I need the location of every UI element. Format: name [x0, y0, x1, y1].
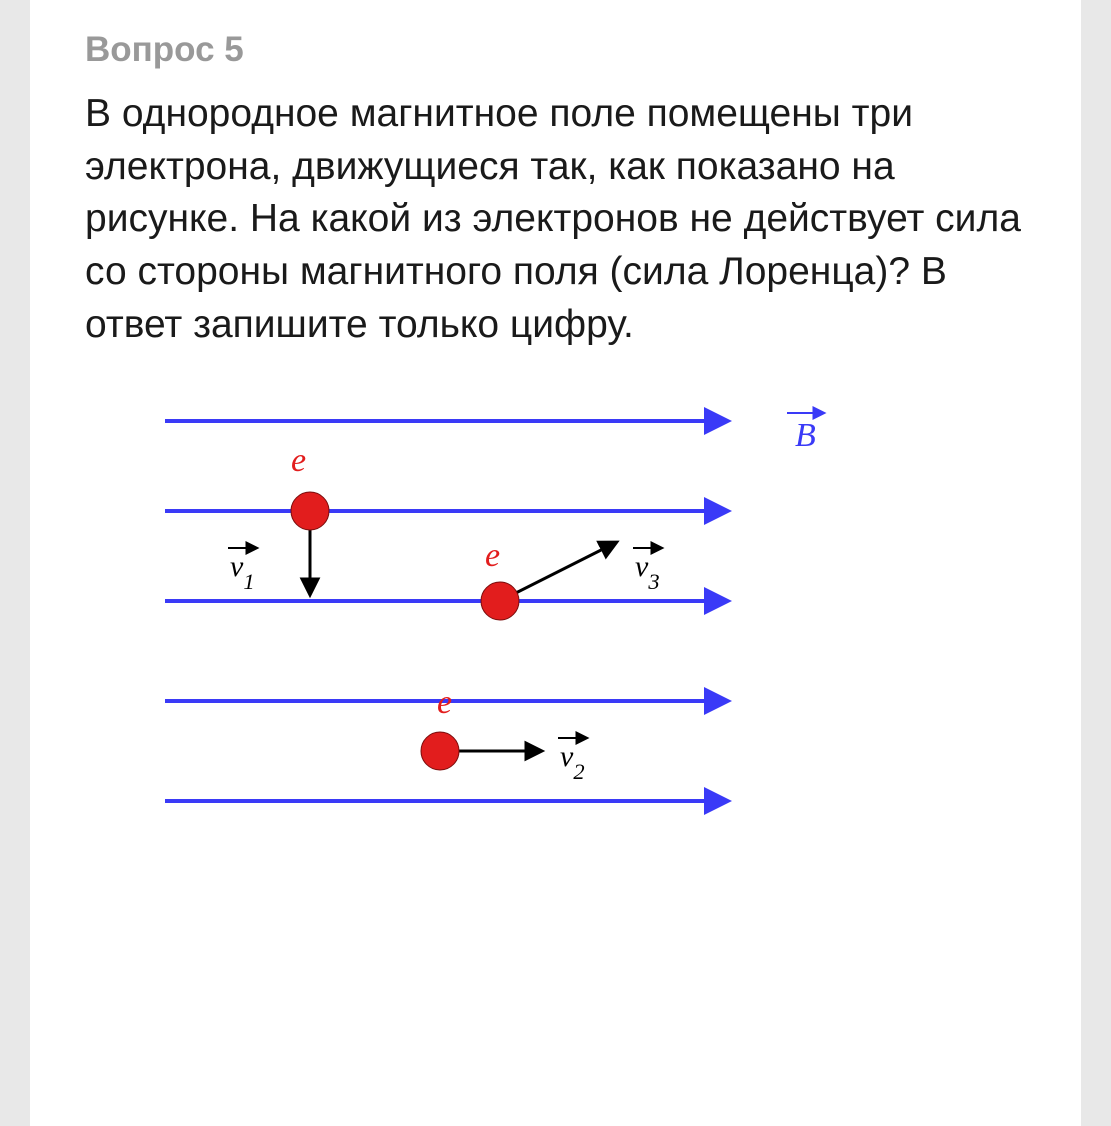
svg-text:e: e — [291, 442, 306, 479]
question-card: Вопрос 5 В однородное магнитное поле пом… — [30, 0, 1081, 1126]
svg-text:v2: v2 — [560, 740, 585, 784]
svg-text:e: e — [485, 537, 500, 574]
question-number: Вопрос 5 — [85, 30, 1026, 70]
physics-diagram: Be v1 e v3 e v2 — [105, 381, 925, 841]
question-body: В однородное магнитное поле помещены три… — [85, 88, 1026, 351]
svg-text:v1: v1 — [230, 550, 255, 594]
svg-text:B: B — [795, 417, 816, 454]
svg-text:v3: v3 — [635, 550, 660, 594]
svg-text:e: e — [437, 684, 452, 721]
